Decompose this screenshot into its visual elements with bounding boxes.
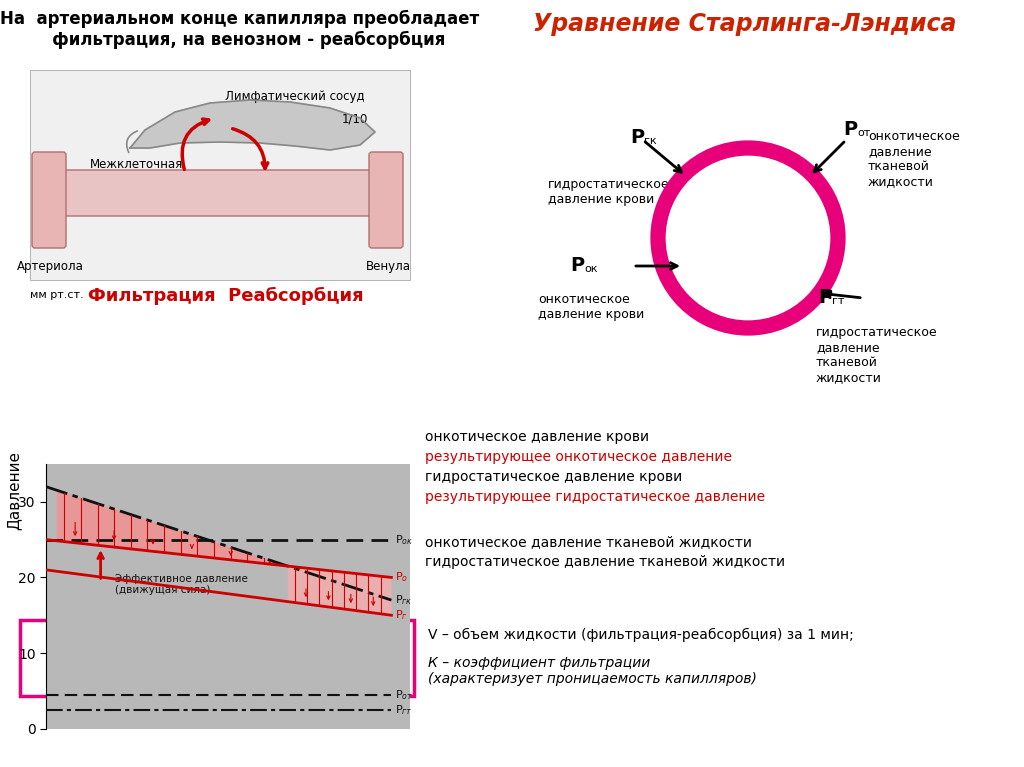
Text: Венула: Венула [366,260,411,273]
Text: Давление: Давление [6,450,22,529]
Text: от: от [857,128,870,138]
Text: P$_г$: P$_г$ [395,608,408,622]
Text: $\mathbf{V= K{\bullet}[(P_{\mathregular{гк}}+ P_{\mathregular{от}})\ –\ (P_{\mat: $\mathbf{V= K{\bullet}[(P_{\mathregular{… [63,649,373,671]
Text: P$_{гк}$: P$_{гк}$ [395,593,413,607]
FancyBboxPatch shape [32,152,66,248]
Text: онкотическое давление крови: онкотическое давление крови [425,430,649,444]
Text: гт: гт [831,296,845,306]
Text: Эффективное давление
(движущая сила): Эффективное давление (движущая сила) [115,574,248,595]
Text: Капилляр: Капилляр [148,182,209,195]
Text: К – коэффициент фильтрации
(характеризует проницаемость капилляров): К – коэффициент фильтрации (характеризуе… [428,656,757,686]
Text: онкотическое давление тканевой жидкости: онкотическое давление тканевой жидкости [425,535,752,549]
Text: P$_{гт}$: P$_{гт}$ [395,703,413,716]
Text: 1/10: 1/10 [342,112,369,125]
Text: мм рт.ст.: мм рт.ст. [30,290,84,300]
Text: На  артериальном конце капилляра преобладает
   фильтрация, на венозном - реабсо: На артериальном конце капилляра преоблад… [0,10,479,49]
Text: P$_{от}$: P$_{от}$ [395,688,414,702]
Bar [30,70,410,280]
Text: $\mathbf{P}$: $\mathbf{P}$ [630,128,645,147]
Text: результирующее гидростатическое давление: результирующее гидростатическое давление [425,490,765,504]
Text: $\mathbf{P}$: $\mathbf{P}$ [818,288,834,307]
Text: Уравнение Старлинга-Лэндиса: Уравнение Старлинга-Лэндиса [534,12,956,36]
Text: 9/10: 9/10 [310,182,336,195]
Text: гидростатическое давление тканевой жидкости: гидростатическое давление тканевой жидко… [425,555,785,569]
Text: $\mathbf{P}$: $\mathbf{P}$ [843,120,858,139]
Text: 3: 3 [315,198,323,211]
Text: Артериола: Артериола [16,260,83,273]
Text: онкотическое
давление
тканевой
жидкости: онкотическое давление тканевой жидкости [868,130,959,188]
Text: P$_о$: P$_о$ [395,571,409,584]
Text: Фильтрация  Реабсорбция: Фильтрация Реабсорбция [88,287,364,305]
Text: V – объем жидкости (фильтрация-реабсорбция) за 1 мин;: V – объем жидкости (фильтрация-реабсорбц… [428,628,854,642]
FancyBboxPatch shape [20,620,414,696]
Polygon shape [130,100,375,150]
Text: онкотическое
давление крови: онкотическое давление крови [538,293,644,321]
Text: P$_{ок}$: P$_{ок}$ [395,533,414,547]
Text: Лимфатический сосуд: Лимфатический сосуд [225,90,365,103]
FancyBboxPatch shape [369,152,403,248]
Text: гк: гк [644,136,656,146]
Text: гидростатическое давление крови: гидростатическое давление крови [425,470,682,484]
Text: результирующее онкотическое давление: результирующее онкотическое давление [425,450,732,464]
Text: гидростатическое
давление крови: гидростатическое давление крови [548,178,670,206]
FancyBboxPatch shape [58,170,377,216]
Text: ок: ок [584,264,597,274]
Text: $\mathbf{P}$: $\mathbf{P}$ [570,256,586,275]
Text: Межклеточная
жидкость: Межклеточная жидкость [90,158,183,186]
Text: гидростатическое
давление
тканевой
жидкости: гидростатическое давление тканевой жидко… [816,326,938,384]
